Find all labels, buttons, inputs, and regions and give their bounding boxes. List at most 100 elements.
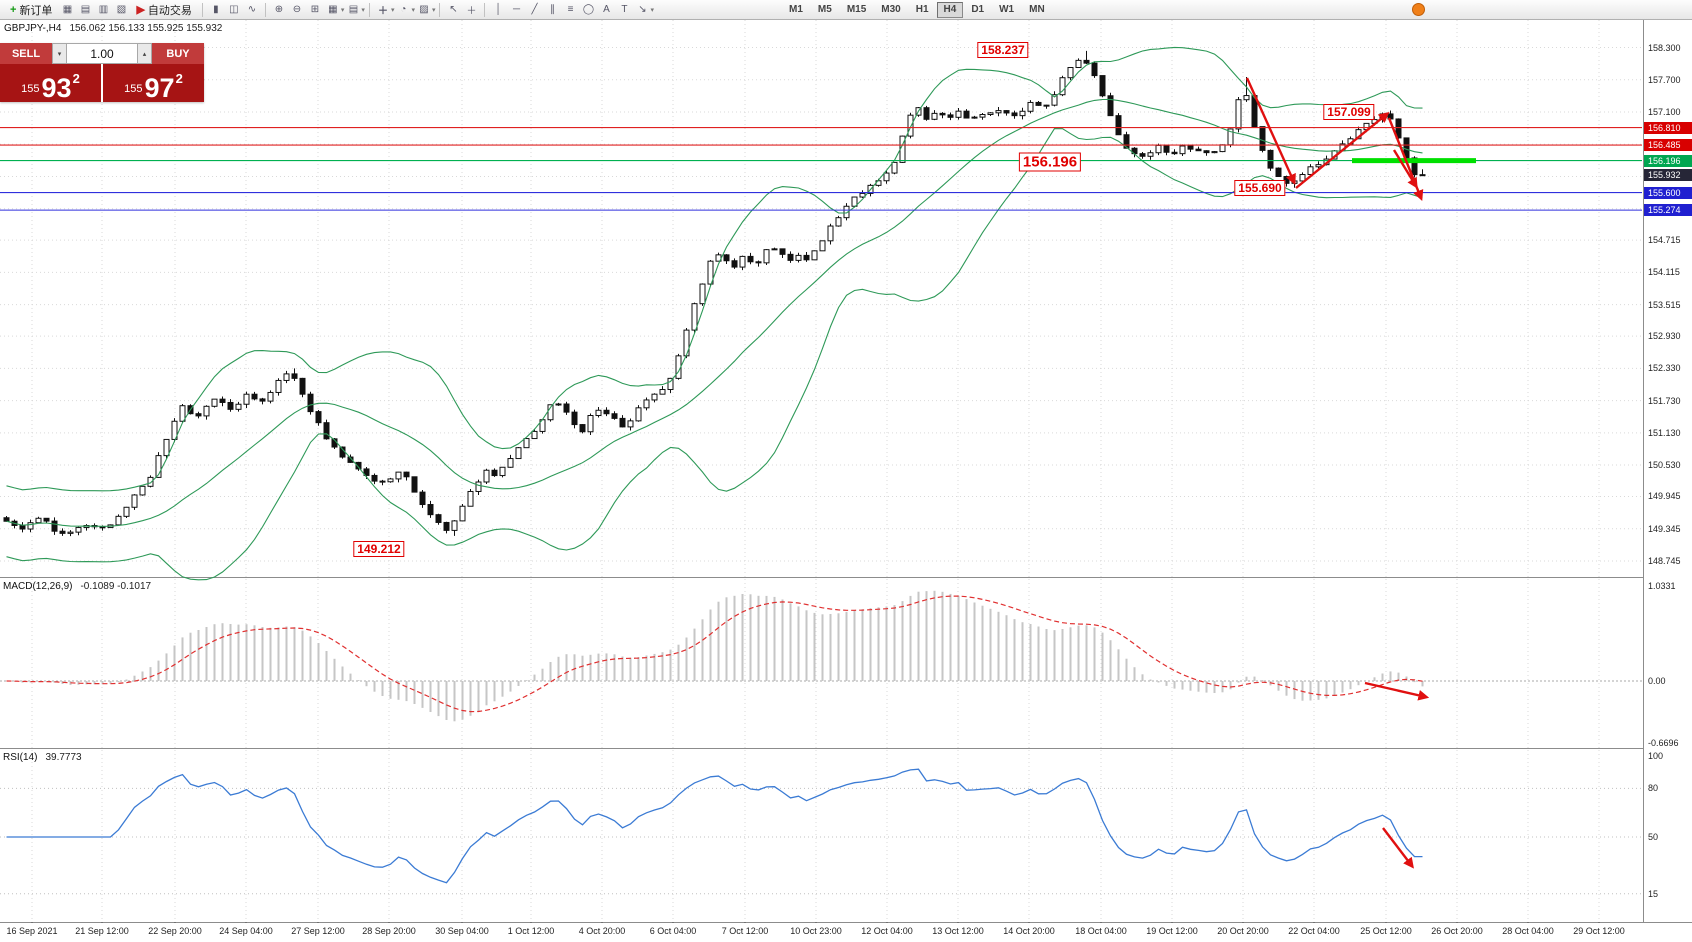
rsi-label: RSI(14)	[3, 752, 38, 763]
ohlc-values: 156.062 156.133 155.925 155.932	[69, 23, 223, 34]
trend-arrow[interactable]	[1364, 681, 1430, 701]
tile-windows-icon[interactable]: ⊞	[310, 4, 320, 15]
fibonacci-icon[interactable]: ≡	[567, 4, 574, 15]
chart-window-icon[interactable]: ▦	[62, 4, 73, 15]
templates-icon: ▨	[419, 4, 429, 15]
periods-dropdown[interactable]: ◔ ▾	[394, 2, 415, 18]
chevron-down-icon: ▾	[650, 6, 654, 14]
macd-legend: MACD(12,26,9) -0.1089 -0.1017	[3, 581, 151, 592]
sell-button[interactable]: SELL	[0, 43, 52, 64]
profiles-dropdown[interactable]: ▤ ▾	[344, 2, 365, 18]
macd-signal-line	[6, 595, 1423, 713]
candlestick-chart-icon[interactable]: ◫	[229, 4, 239, 15]
ask-big-digits: 97	[144, 73, 175, 103]
volume-input[interactable]	[67, 43, 137, 64]
rsi-value: 39.7773	[45, 752, 82, 763]
arrows-dropdown[interactable]: ↘ ▾	[633, 2, 654, 18]
trend-arrow[interactable]	[1382, 827, 1414, 869]
timeframe-mn-button[interactable]: MN	[1022, 2, 1052, 18]
zoom-in-icon[interactable]: ⊕	[274, 4, 284, 15]
bid-pipette: 2	[72, 71, 80, 86]
new-order-icon: +	[10, 3, 17, 16]
rsi-line	[6, 768, 1423, 884]
timeframe-m15-button[interactable]: M15	[840, 2, 873, 18]
channel-icon[interactable]: ∥	[549, 4, 555, 15]
chevron-down-icon: ▾	[361, 6, 365, 14]
notification-icon[interactable]	[1412, 3, 1425, 16]
bar-chart-icon[interactable]: ▮	[213, 4, 219, 15]
timeframe-h4-button[interactable]: H4	[936, 1, 964, 18]
new-order-button[interactable]: + 新订单	[4, 1, 58, 19]
grid	[0, 20, 1642, 922]
bollinger-lower	[6, 128, 1423, 581]
timeframe-m30-button[interactable]: M30	[874, 2, 907, 18]
line-chart-icon[interactable]: ∿	[247, 4, 257, 15]
new-chart-dropdown[interactable]: ▦ ▾	[324, 2, 345, 18]
bid-price-box[interactable]: 155 93 2	[0, 64, 101, 102]
crosshair-icon[interactable]: ＋	[466, 6, 477, 17]
trend-arrow[interactable]	[1392, 149, 1418, 189]
trend-arrow[interactable]	[1295, 111, 1390, 189]
toolbar-separator	[368, 2, 370, 17]
volume-increase-button[interactable]: ▴	[137, 43, 152, 64]
toolbar-separator	[201, 2, 203, 17]
macd-label: MACD(12,26,9)	[3, 581, 73, 592]
ask-prefix: 155	[124, 83, 143, 95]
bollinger-middle	[6, 98, 1423, 527]
time-axis[interactable]	[0, 923, 1643, 942]
timeframe-m5-button[interactable]: M5	[811, 2, 839, 18]
chart-legend: GBPJPY-,H4 156.062 156.133 155.925 155.93…	[4, 23, 222, 34]
ask-price-box[interactable]: 155 97 2	[103, 64, 204, 102]
bollinger-upper	[6, 46, 1423, 492]
chevron-down-icon: ▾	[431, 6, 436, 14]
candlesticks	[3, 50, 1426, 537]
chevron-down-icon: ▾	[340, 6, 345, 14]
add-indicator-icon: ＋	[377, 6, 388, 17]
trendline-icon[interactable]: ╱	[531, 4, 538, 15]
text-icon[interactable]: A	[603, 4, 610, 15]
ask-pipette: 2	[175, 71, 183, 86]
bid-big-digits: 93	[41, 73, 72, 103]
timeframe-toolbar: M1 M5 M15 M30 H1 H4 D1 W1 MN	[782, 1, 1052, 18]
timeframe-w1-button[interactable]: W1	[992, 2, 1021, 18]
data-window-icon[interactable]: ▥	[98, 4, 109, 15]
shapes-icon[interactable]: ◯	[582, 4, 595, 15]
horizontal-line-icon[interactable]: ─	[512, 4, 521, 15]
navigator-icon[interactable]: ▧	[116, 4, 127, 15]
autotrade-icon: ▶	[136, 4, 145, 16]
timeframe-d1-button[interactable]: D1	[964, 2, 991, 18]
timeframe-m1-button[interactable]: M1	[782, 2, 810, 18]
bid-prefix: 155	[21, 83, 40, 95]
cursor-icon[interactable]: ↖	[449, 4, 458, 15]
volume-decrease-button[interactable]: ▾	[52, 43, 67, 64]
new-chart-icon: ▦	[328, 4, 338, 15]
chevron-down-icon: ▾	[411, 6, 415, 14]
indicators-dropdown[interactable]: ＋ ▾	[374, 2, 395, 18]
toolbar-separator	[439, 2, 441, 17]
autotrade-button[interactable]: ▶ 自动交易	[130, 1, 197, 19]
text-label-icon[interactable]: T	[621, 4, 628, 15]
price-axis[interactable]	[1644, 20, 1692, 922]
autotrade-label: 自动交易	[147, 4, 192, 17]
toolbar-separator	[484, 2, 486, 17]
one-click-trading-panel: SELL ▾ ▴ BUY 155 93 2 155 97 2	[0, 43, 204, 102]
buy-button[interactable]: BUY	[152, 43, 204, 64]
templates-dropdown[interactable]: ▨ ▾	[415, 2, 436, 18]
timeframe-h1-button[interactable]: H1	[909, 2, 936, 18]
macd-histogram	[13, 590, 1424, 722]
market-watch-icon[interactable]: ▤	[80, 4, 91, 15]
vertical-line-icon[interactable]: │	[495, 4, 502, 15]
rsi-legend: RSI(14) 39.7773	[3, 752, 82, 763]
zoom-out-icon[interactable]: ⊖	[292, 4, 302, 15]
symbol-period-label: GBPJPY-,H4	[4, 23, 62, 34]
toolbar-separator	[264, 2, 266, 17]
main-toolbar: + 新订单 ▦ ▤ ▥ ▧ ▶ 自动交易 ▮ ◫ ∿ ⊕ ⊖ ⊞ ▦ ▾ ▤ ▾ ＋…	[0, 0, 1692, 20]
macd-values: -0.1089 -0.1017	[80, 581, 152, 592]
periods-icon: ◔	[400, 4, 407, 15]
arrow-tool-icon: ↘	[638, 4, 647, 15]
trend-arrow[interactable]	[1245, 77, 1296, 185]
profiles-icon: ▤	[348, 4, 359, 15]
new-order-label: 新订单	[19, 4, 53, 17]
